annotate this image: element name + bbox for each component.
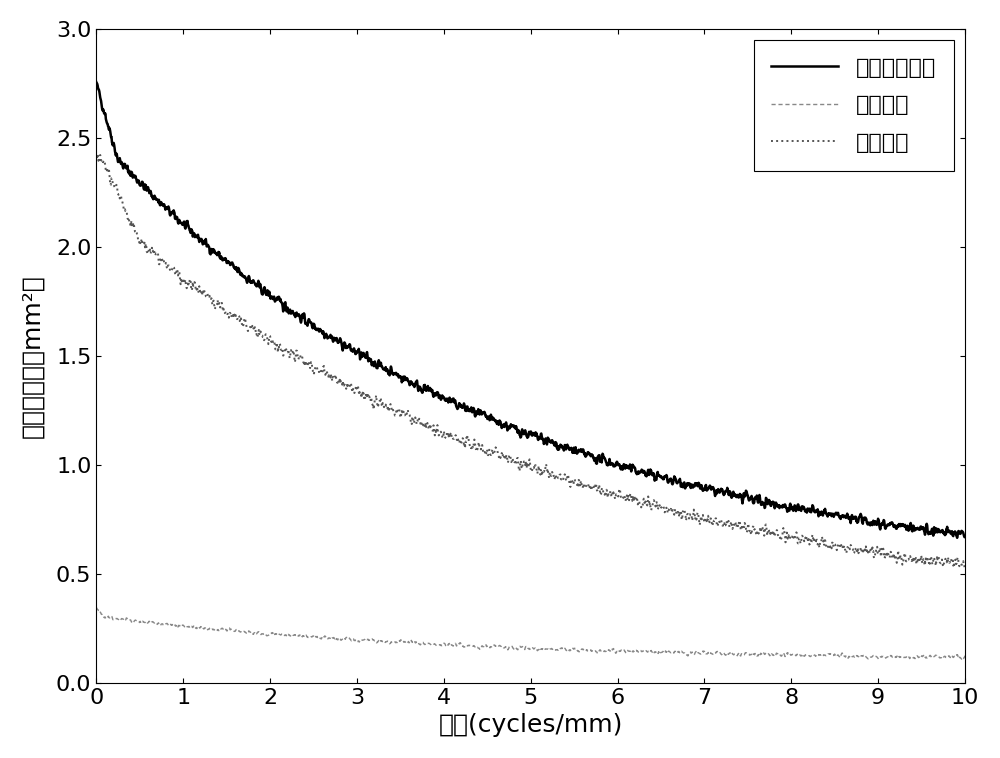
系统总体噪声 [934,527,946,536]
Y-axis label: 噪声功率谱（mm²）: 噪声功率谱（mm²） [21,274,45,437]
量子噪声 [90,154,102,163]
系统总体噪声 [959,533,971,542]
系统总体噪声 [774,502,786,511]
量子噪声 [959,563,971,572]
电子噪声 [934,653,946,662]
电子噪声 [959,651,971,660]
电子噪声 [956,655,968,664]
量子噪声 [135,235,147,244]
系统总体噪声 [490,415,502,424]
量子噪声 [513,465,525,475]
电子噪声 [774,650,786,659]
电子噪声 [135,618,147,627]
量子噪声 [934,558,946,567]
电子噪声 [933,653,945,662]
电子噪声 [490,641,502,650]
电子噪声 [90,603,102,612]
量子噪声 [490,445,502,454]
电子噪声 [513,644,525,653]
量子噪声 [959,563,971,572]
系统总体噪声 [135,180,147,190]
量子噪声 [934,558,946,567]
Line: 系统总体噪声: 系统总体噪声 [96,82,965,538]
X-axis label: 频率(cycles/mm): 频率(cycles/mm) [438,713,623,738]
量子噪声 [91,150,103,159]
量子噪声 [775,536,787,545]
Legend: 系统总体噪声, 电子噪声, 量子噪声: 系统总体噪声, 电子噪声, 量子噪声 [754,40,954,171]
系统总体噪声 [951,534,963,543]
系统总体噪声 [933,527,945,536]
Line: 量子噪声: 量子噪声 [96,155,965,568]
系统总体噪声 [90,77,102,86]
Line: 电子噪声: 电子噪声 [96,607,965,659]
系统总体噪声 [513,427,525,436]
